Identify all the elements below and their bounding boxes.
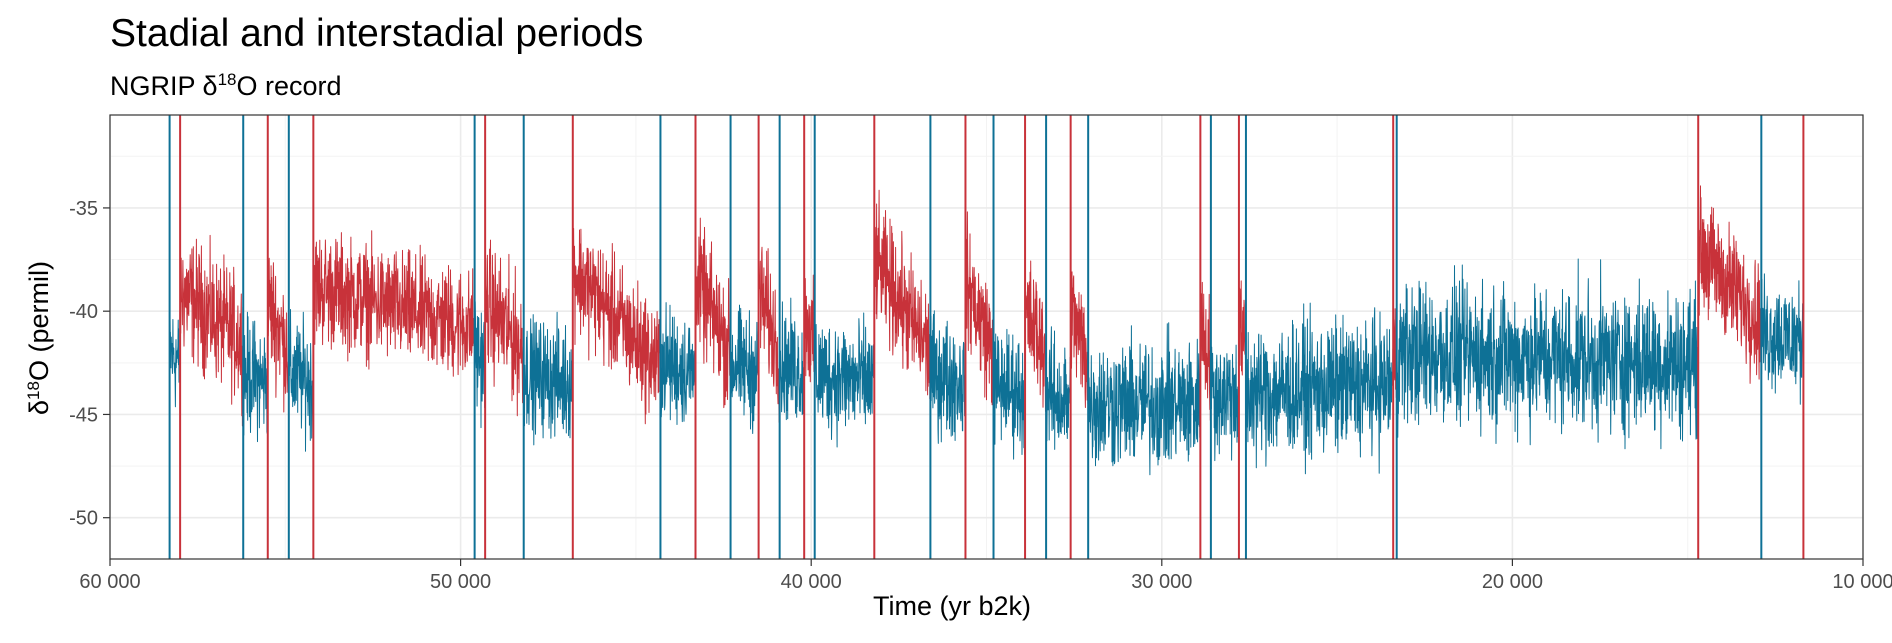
y-tick-label: -50 (69, 508, 98, 530)
interstadial-series-segment (484, 239, 525, 417)
subtitle-sup: 18 (217, 70, 237, 89)
stadial-series-segment (1210, 344, 1240, 462)
x-tick-label: 40 000 (781, 571, 842, 593)
interstadial-series-segment (1024, 260, 1047, 412)
y-tick-label: -45 (69, 404, 98, 426)
x-tick-label: 20 000 (1482, 571, 1543, 593)
stadial-series-segment (523, 311, 574, 446)
stadial-series-segment (1396, 258, 1699, 450)
interstadial-series-segment (695, 217, 732, 409)
interstadial-series-segment (312, 230, 476, 377)
stadial-series-segment (1087, 322, 1201, 476)
interstadial-series-segment (572, 228, 661, 425)
y-axis-title: δ18O (permil) (24, 261, 55, 415)
stadial-series-segment (474, 301, 486, 429)
interstadial-series-segment (965, 211, 994, 406)
subtitle-suffix: O record (236, 71, 342, 101)
stadial-series-segment (779, 297, 805, 421)
x-axis: 60 000 50 000 40 000 30 000 20 000 10 000 (79, 559, 1892, 593)
interstadial-series-segment (803, 274, 816, 383)
stadial-series-segment (1045, 326, 1072, 450)
stadial-series-segment (659, 302, 696, 425)
stadial-series-segment (242, 311, 269, 443)
stadial-series-segment (993, 328, 1026, 460)
interstadial-series-segment (1070, 271, 1089, 408)
x-tick-label: 50 000 (430, 571, 491, 593)
y-axis-title-suffix: O (permil) (24, 261, 54, 381)
subtitle-prefix: NGRIP δ (110, 71, 218, 101)
y-tick-label: -40 (69, 301, 98, 323)
interstadial-series-segment (179, 224, 244, 427)
stadial-series-segment (1760, 273, 1804, 405)
stadial-series-segment (730, 304, 760, 434)
interstadial-series-segment (1199, 281, 1212, 421)
y-axis: -35 -40 -45 -50 (69, 198, 110, 530)
y-axis-title-sup: 18 (24, 381, 43, 400)
stadial-series-segment (169, 307, 181, 408)
plot-frame (109, 114, 1864, 560)
stadial-series-segment (814, 312, 875, 448)
x-tick-label: 30 000 (1131, 571, 1192, 593)
series-layer (169, 185, 1804, 476)
interstadial-series-segment (758, 246, 781, 423)
interstadial-series-segment (873, 189, 931, 400)
x-tick-label: 60 000 (79, 571, 140, 593)
stadial-series-segment (288, 309, 314, 452)
interstadial-series-segment (267, 257, 290, 413)
x-tick-label: 10 000 (1832, 571, 1892, 593)
y-axis-title-prefix: δ (24, 400, 54, 415)
y-tick-label: -35 (69, 198, 98, 220)
stadial-series-segment (929, 310, 966, 444)
interstadial-series-segment (1697, 185, 1762, 384)
chart-title: Stadial and interstadial periods (110, 12, 644, 55)
stadial-series-segment (1245, 302, 1394, 475)
chart-subtitle: NGRIP δ18O record (110, 70, 342, 102)
interstadial-series-segment (1238, 280, 1247, 376)
event-lines-layer (168, 115, 1805, 559)
x-axis-title: Time (yr b2k) (873, 591, 1031, 621)
